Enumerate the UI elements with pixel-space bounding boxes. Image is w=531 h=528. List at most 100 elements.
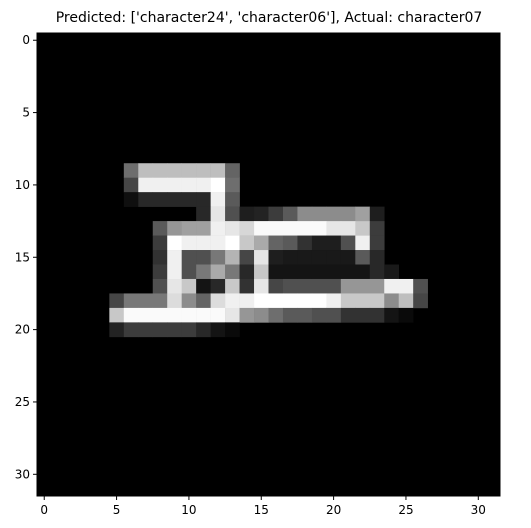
pixel-cell [181, 293, 197, 309]
pixel-cell [282, 206, 298, 222]
pixel-cell [369, 221, 385, 236]
pixel-cell [326, 307, 342, 323]
pixel-cell [239, 206, 255, 222]
pixel-cell [138, 163, 154, 178]
pixel-cell [152, 264, 168, 280]
pixel-cell [138, 192, 154, 207]
pixel-cell [239, 250, 255, 265]
y-tick-label: 30 [15, 467, 30, 481]
pixel-cell [225, 307, 240, 323]
y-tick-label: 10 [15, 178, 30, 192]
pixel-cell [181, 278, 197, 294]
pixel-cell [196, 278, 211, 294]
y-tick-label: 25 [15, 395, 30, 409]
pixel-cell [413, 278, 428, 294]
pixel-cell [181, 322, 197, 338]
x-tick-label: 30 [471, 503, 486, 517]
pixel-cell [167, 322, 182, 338]
pixel-cell [268, 307, 284, 323]
pixel-cell [239, 307, 255, 323]
pixel-cell [384, 264, 400, 280]
y-tick-label: 15 [15, 250, 30, 264]
pixel-cell [225, 177, 240, 193]
pixel-cell [254, 293, 269, 309]
pixel-cell [225, 250, 240, 265]
pixel-cell [210, 221, 226, 236]
pixel-cell [282, 250, 298, 265]
pixel-cell [167, 235, 182, 251]
pixel-cell [138, 322, 154, 338]
pixel-cell [268, 264, 284, 280]
pixel-cell [181, 307, 197, 323]
pixel-cell [225, 278, 240, 294]
pixel-cell [152, 192, 168, 207]
pixel-cell [123, 293, 139, 309]
pixel-cell [282, 221, 298, 236]
pixel-cell [196, 235, 211, 251]
pixel-cell [355, 206, 371, 222]
pixel-cell [254, 307, 269, 323]
pixel-cell [167, 192, 182, 207]
pixel-cell [369, 250, 385, 265]
pixel-cell [210, 163, 226, 178]
pixel-cell [297, 206, 313, 222]
plot-frame [36, 32, 501, 497]
y-axis: 0 5 10 15 20 25 30 [15, 33, 37, 481]
pixel-cell [326, 278, 342, 294]
pixel-cell [340, 235, 356, 251]
pixel-cell [311, 221, 327, 236]
pixel-cell [268, 250, 284, 265]
pixel-cell [181, 235, 197, 251]
pixel-cell [340, 293, 356, 309]
pixel-cell [109, 293, 125, 309]
pixel-cell [181, 264, 197, 280]
pixel-cell [297, 235, 313, 251]
pixel-cell [152, 221, 168, 236]
pixel-cell [311, 250, 327, 265]
pixel-cell [152, 278, 168, 294]
pixel-cell [326, 221, 342, 236]
x-tick-label: 10 [181, 503, 196, 517]
pixel-cell [138, 307, 154, 323]
pixel-cell [181, 163, 197, 178]
pixel-cell [355, 278, 371, 294]
pixel-cell [340, 264, 356, 280]
pixel-cell [297, 264, 313, 280]
pixel-cell [369, 264, 385, 280]
x-tick-label: 5 [113, 503, 121, 517]
pixel-cell [282, 293, 298, 309]
pixel-cell [282, 264, 298, 280]
pixel-cell [167, 293, 182, 309]
pixel-cell [225, 221, 240, 236]
pixel-cell [297, 293, 313, 309]
pixel-cell [210, 264, 226, 280]
x-tick-label: 15 [254, 503, 269, 517]
pixel-cell [152, 307, 168, 323]
pixel-cell [254, 221, 269, 236]
pixel-cell [355, 307, 371, 323]
pixel-cell [123, 322, 139, 338]
pixel-cell [196, 307, 211, 323]
pixel-cell [210, 307, 226, 323]
y-tick-label: 20 [15, 323, 30, 337]
pixel-cell [311, 235, 327, 251]
pixel-cell [268, 206, 284, 222]
pixel-cell [282, 278, 298, 294]
pixel-cell [225, 322, 240, 338]
y-tick-label: 0 [22, 33, 30, 47]
pixel-cell [326, 293, 342, 309]
x-tick-label: 25 [398, 503, 413, 517]
pixel-cell [326, 235, 342, 251]
pixel-cell [282, 307, 298, 323]
pixel-cell [369, 206, 385, 222]
pixel-cell [239, 264, 255, 280]
pixel-cell [239, 221, 255, 236]
chart-title: Predicted: ['character24', 'character06'… [56, 10, 483, 26]
pixel-cell [167, 250, 182, 265]
y-tick-label: 5 [22, 106, 30, 120]
pixel-cell [152, 163, 168, 178]
pixel-cell [297, 307, 313, 323]
pixel-cell [384, 293, 400, 309]
pixel-cell [268, 278, 284, 294]
